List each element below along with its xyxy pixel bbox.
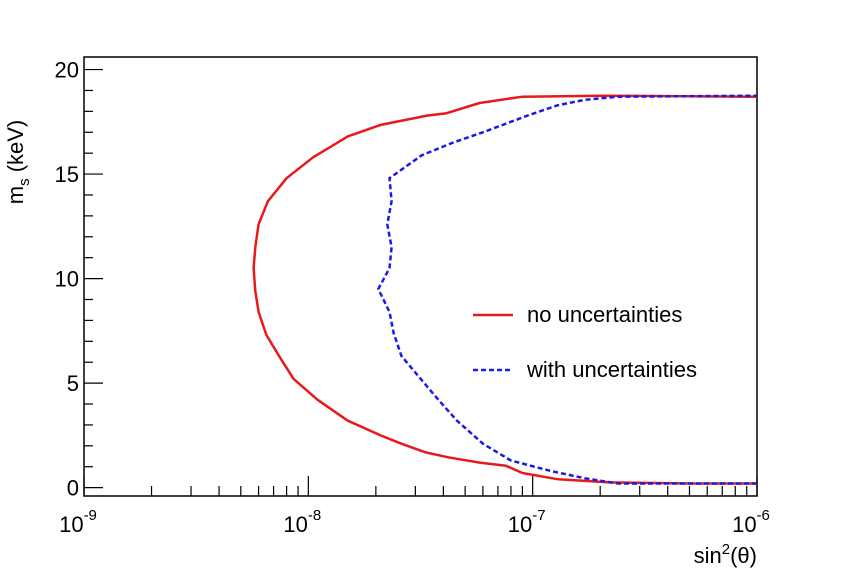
x-tick-label: 10-9 [59, 507, 97, 537]
y-axis-label-sub: s [16, 178, 33, 186]
legend-label-with-uncertainties: with uncertainties [526, 357, 697, 382]
x-tick-label: 10-6 [732, 507, 770, 537]
y-axis-label-tail: (keV) [3, 120, 28, 179]
series-line-0 [252, 94, 758, 485]
x-tick-label: 10-7 [508, 507, 546, 537]
x-axis-label-sup: 2 [722, 541, 730, 558]
plot-frame [83, 56, 758, 497]
x-axis-label-main: sin [694, 543, 722, 568]
x-axis-ticks: 10-9 10-8 10-7 10-6 [59, 476, 770, 537]
y-tick-label: 0 [67, 476, 79, 501]
legend: no uncertainties with uncertainties [473, 302, 697, 382]
x-axis-label-tail: (θ) [730, 543, 757, 568]
series-line-1 [377, 94, 758, 485]
x-tick-label: 10-8 [283, 507, 321, 537]
y-tick-label: 15 [55, 162, 79, 187]
x-axis-label: sin2(θ) [694, 541, 757, 568]
y-axis-ticks: 0 5 10 15 20 [55, 58, 103, 501]
y-tick-label: 5 [67, 371, 79, 396]
series-layer [252, 94, 758, 485]
legend-label-no-uncertainties: no uncertainties [527, 302, 682, 327]
y-axis-label-main: m [3, 186, 28, 204]
y-tick-label: 20 [55, 58, 79, 83]
y-tick-label: 10 [55, 267, 79, 292]
y-axis-label: ms (keV) [3, 120, 33, 205]
